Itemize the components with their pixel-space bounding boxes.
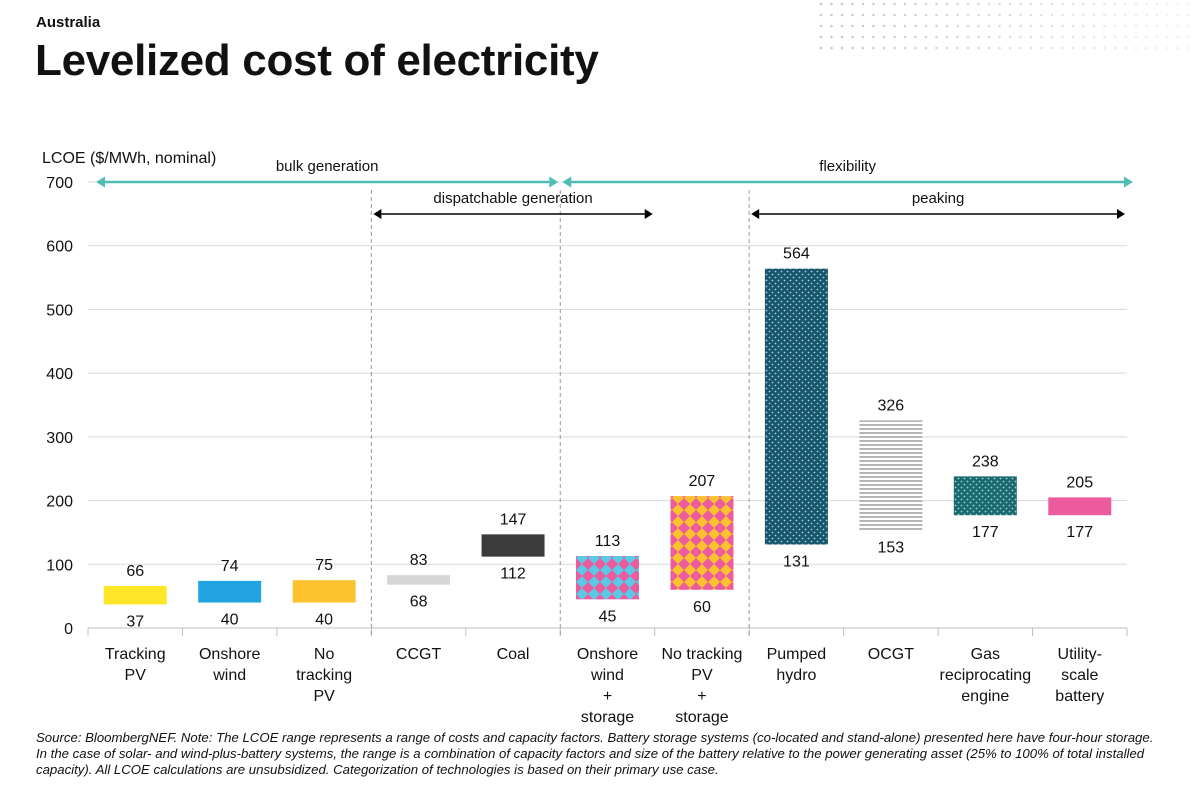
category-label: OCGT bbox=[868, 646, 914, 663]
range-bar bbox=[387, 575, 451, 585]
category-label: Coal bbox=[497, 646, 530, 663]
low-value-label: 153 bbox=[878, 540, 905, 557]
group-label: bulk generation bbox=[276, 158, 379, 175]
y-tick-label: 100 bbox=[46, 557, 73, 574]
y-tick-label: 300 bbox=[46, 430, 73, 447]
separator-layer bbox=[370, 190, 750, 636]
high-value-label: 205 bbox=[1066, 474, 1093, 491]
high-value-label: 83 bbox=[410, 552, 428, 569]
group-label: flexibility bbox=[819, 158, 876, 175]
category-label: Gas reciprocating engine bbox=[940, 646, 1032, 705]
high-value-label: 147 bbox=[500, 511, 527, 528]
group-arrow: bulk generation bbox=[96, 158, 559, 188]
range-bar bbox=[1048, 497, 1112, 516]
low-value-label: 177 bbox=[1066, 524, 1093, 541]
y-tick-label: 700 bbox=[46, 175, 73, 192]
label-layer: 66 37 Tracking PV 74 40 Onshore wind 75 40 No track… bbox=[105, 246, 1104, 726]
range-bar bbox=[198, 580, 262, 603]
range-bar bbox=[764, 268, 828, 545]
high-value-label: 238 bbox=[972, 453, 999, 470]
high-value-label: 66 bbox=[126, 563, 144, 580]
group-arrow: flexibility bbox=[562, 158, 1133, 188]
page-kicker: Australia bbox=[36, 14, 101, 31]
range-bar bbox=[859, 420, 923, 531]
high-value-label: 74 bbox=[221, 558, 239, 575]
group-layer: bulk generation flexibility dispatchable g… bbox=[96, 158, 1133, 219]
category-label: No tracking PV + storage bbox=[661, 646, 742, 726]
category-label: No tracking PV bbox=[296, 646, 352, 705]
high-value-label: 113 bbox=[595, 533, 621, 550]
high-value-label: 207 bbox=[689, 473, 716, 490]
range-bar bbox=[481, 534, 545, 557]
group-arrow: peaking bbox=[751, 190, 1125, 219]
low-value-label: 68 bbox=[410, 594, 428, 611]
y-axis-label: LCOE ($/MWh, nominal) bbox=[42, 150, 216, 167]
y-tick-label: 600 bbox=[46, 239, 73, 256]
range-bar bbox=[292, 580, 356, 603]
y-tick-label: 200 bbox=[46, 494, 73, 511]
category-label: Onshore wind + storage bbox=[577, 646, 638, 726]
y-tick-label: 0 bbox=[64, 621, 73, 638]
low-value-label: 45 bbox=[599, 608, 617, 625]
group-label: dispatchable generation bbox=[433, 190, 592, 207]
category-label: Onshore wind bbox=[199, 646, 260, 684]
group-arrow: dispatchable generation bbox=[373, 190, 653, 219]
category-label: CCGT bbox=[396, 646, 442, 663]
low-value-label: 177 bbox=[972, 524, 999, 541]
low-value-label: 112 bbox=[500, 566, 526, 583]
category-label: Tracking PV bbox=[105, 646, 166, 684]
decorative-dot-grid bbox=[819, 2, 1190, 50]
category-label: Utility-scale battery bbox=[1055, 646, 1104, 705]
bar-layer bbox=[103, 268, 1112, 605]
group-label: peaking bbox=[912, 190, 965, 207]
low-value-label: 60 bbox=[693, 599, 711, 616]
high-value-label: 326 bbox=[878, 397, 905, 414]
low-value-label: 37 bbox=[126, 613, 144, 630]
y-tick-label: 500 bbox=[46, 302, 73, 319]
lcoe-chart: 0 100 200 300 400 500 600 700 LCOE ($/MWh, nomin… bbox=[42, 150, 1133, 726]
low-value-label: 131 bbox=[783, 554, 810, 571]
source-note: Source: BloombergNEF. Note: The LCOE ran… bbox=[36, 730, 1154, 777]
y-tick-label: 400 bbox=[46, 366, 73, 383]
range-bar bbox=[103, 585, 167, 605]
low-value-label: 40 bbox=[221, 612, 239, 629]
range-bar bbox=[576, 556, 639, 600]
low-value-label: 40 bbox=[315, 612, 333, 629]
range-bar bbox=[953, 476, 1017, 516]
page-title: Levelized cost of electricity bbox=[35, 36, 599, 85]
category-label: Pumped hydro bbox=[767, 646, 827, 684]
high-value-label: 564 bbox=[783, 246, 810, 263]
range-bar bbox=[670, 496, 734, 590]
high-value-label: 75 bbox=[315, 557, 333, 574]
